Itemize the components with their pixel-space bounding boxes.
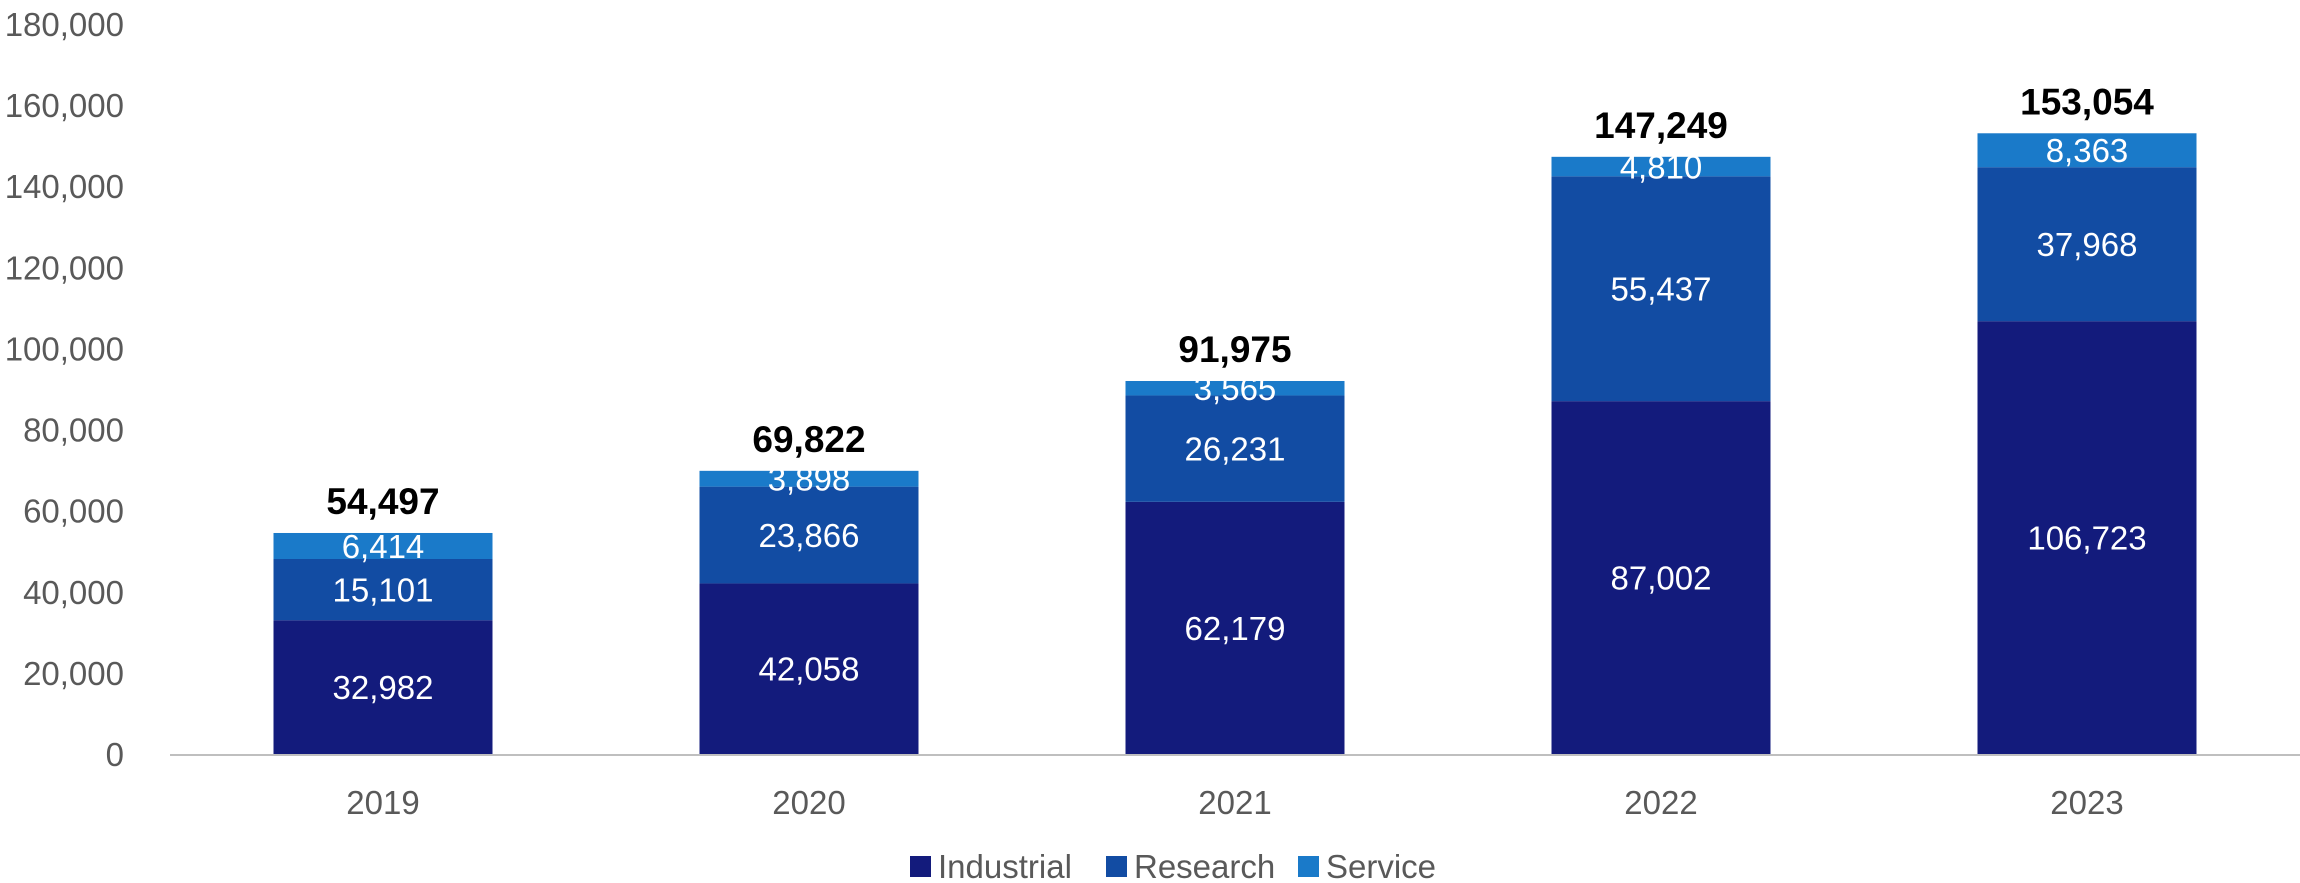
total-label: 69,822 bbox=[752, 419, 865, 460]
data-label-industrial: 32,982 bbox=[333, 669, 434, 706]
bar-segment-service bbox=[1551, 156, 1771, 177]
x-axis: 2019 2020 2021 2022 2023 bbox=[346, 784, 2123, 821]
y-tick-label: 20,000 bbox=[23, 655, 124, 692]
data-label-research: 55,437 bbox=[1611, 271, 1712, 308]
bar-segment-service bbox=[1125, 380, 1345, 396]
legend-label-industrial: Industrial bbox=[938, 848, 1072, 883]
data-label-industrial: 87,002 bbox=[1611, 560, 1712, 597]
bars: 32,982 15,101 6,414 54,497 42,058 23,866 3,898… bbox=[273, 81, 2197, 754]
y-tick-label: 0 bbox=[106, 736, 124, 773]
bar-segment-industrial bbox=[273, 620, 493, 754]
y-tick-label: 180,000 bbox=[5, 6, 124, 43]
x-tick-label: 2020 bbox=[772, 784, 845, 821]
x-tick-label: 2021 bbox=[1198, 784, 1271, 821]
bar-segment-service bbox=[273, 532, 493, 559]
data-label-industrial: 106,723 bbox=[2027, 520, 2146, 557]
bar-segment-research bbox=[1551, 176, 1771, 402]
legend-label-service: Service bbox=[1326, 848, 1436, 883]
y-axis: 0 20,000 40,000 60,000 80,000 100,000 120,000 1… bbox=[5, 6, 124, 773]
data-label-service: 4,810 bbox=[1620, 149, 1703, 186]
x-tick-label: 2022 bbox=[1624, 784, 1697, 821]
total-label: 91,975 bbox=[1178, 329, 1291, 370]
y-tick-label: 80,000 bbox=[23, 412, 124, 449]
data-label-service: 3,565 bbox=[1194, 370, 1277, 407]
bar-segment-industrial bbox=[1977, 321, 2197, 754]
data-label-industrial: 62,179 bbox=[1185, 610, 1286, 647]
y-tick-label: 120,000 bbox=[5, 249, 124, 286]
y-tick-label: 100,000 bbox=[5, 330, 124, 367]
legend: Industrial Research Service bbox=[910, 848, 1436, 883]
data-label-research: 15,101 bbox=[333, 572, 434, 609]
legend-swatch-service bbox=[1298, 856, 1319, 877]
bar-segment-industrial bbox=[699, 583, 919, 754]
data-label-research: 37,968 bbox=[2037, 226, 2138, 263]
bar-segment-service bbox=[699, 470, 919, 487]
bar-segment-research bbox=[273, 558, 493, 621]
bar-segment-research bbox=[1977, 167, 2197, 322]
data-label-industrial: 42,058 bbox=[759, 651, 860, 688]
x-tick-label: 2023 bbox=[2050, 784, 2123, 821]
data-label-service: 8,363 bbox=[2046, 132, 2129, 169]
total-label: 54,497 bbox=[326, 481, 439, 522]
data-label-research: 23,866 bbox=[759, 517, 860, 554]
bar-segment-research bbox=[1125, 395, 1345, 502]
bar-segment-research bbox=[699, 486, 919, 584]
y-tick-label: 40,000 bbox=[23, 574, 124, 611]
legend-swatch-research bbox=[1106, 856, 1127, 877]
bar-segment-industrial bbox=[1551, 401, 1771, 754]
total-label: 147,249 bbox=[1594, 105, 1728, 146]
y-tick-label: 60,000 bbox=[23, 493, 124, 530]
x-tick-label: 2019 bbox=[346, 784, 419, 821]
total-label: 153,054 bbox=[2020, 81, 2154, 122]
legend-swatch-industrial bbox=[910, 856, 931, 877]
bar-segment-service bbox=[1977, 133, 2197, 168]
data-label-research: 26,231 bbox=[1185, 431, 1286, 468]
legend-label-research: Research bbox=[1134, 848, 1275, 883]
bar-segment-industrial bbox=[1125, 501, 1345, 754]
y-tick-label: 140,000 bbox=[5, 168, 124, 205]
y-tick-label: 160,000 bbox=[5, 87, 124, 124]
data-label-service: 3,898 bbox=[768, 461, 851, 498]
data-label-service: 6,414 bbox=[342, 528, 425, 565]
